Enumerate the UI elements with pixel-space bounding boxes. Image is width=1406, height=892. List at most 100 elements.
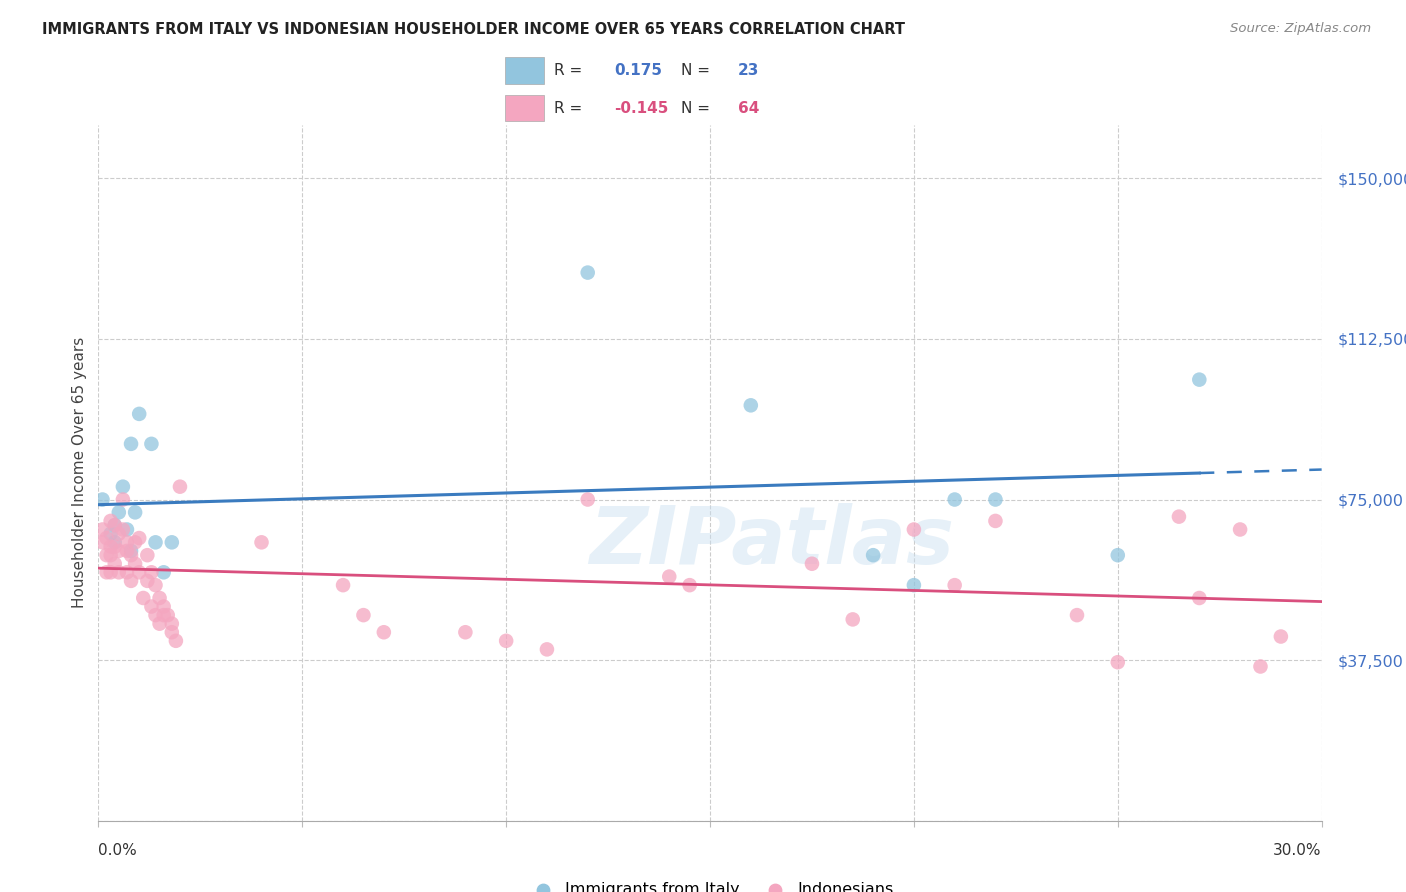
Y-axis label: Householder Income Over 65 years: Householder Income Over 65 years xyxy=(72,337,87,608)
Point xyxy=(100,548,122,562)
Point xyxy=(115,544,138,558)
Point xyxy=(136,548,159,562)
Point xyxy=(1167,509,1189,524)
Point xyxy=(141,566,163,580)
Point xyxy=(91,535,114,549)
Point xyxy=(100,526,122,541)
Point xyxy=(943,492,966,507)
Point xyxy=(111,480,134,494)
Text: R =: R = xyxy=(554,62,586,78)
Point xyxy=(165,633,187,648)
Point xyxy=(124,535,146,549)
Point xyxy=(108,566,131,580)
Point xyxy=(152,608,174,623)
Point xyxy=(943,578,966,592)
Point xyxy=(96,548,118,562)
Point xyxy=(160,625,183,640)
Point xyxy=(352,608,374,623)
Point xyxy=(120,548,142,562)
Point xyxy=(536,642,558,657)
Point xyxy=(115,566,138,580)
Point xyxy=(100,540,122,554)
Point xyxy=(984,514,1007,528)
Point xyxy=(111,523,134,537)
Point xyxy=(373,625,395,640)
Point xyxy=(141,599,163,614)
Text: 0.0%: 0.0% xyxy=(98,843,138,858)
Point xyxy=(149,616,172,631)
Point xyxy=(145,578,167,592)
Point xyxy=(104,535,127,549)
Point xyxy=(1229,523,1251,537)
Point xyxy=(96,531,118,545)
Text: N =: N = xyxy=(681,101,714,116)
Point xyxy=(108,505,131,519)
Point xyxy=(984,492,1007,507)
Point xyxy=(104,518,127,533)
Point xyxy=(1188,591,1211,605)
Point xyxy=(169,480,191,494)
Text: 30.0%: 30.0% xyxy=(1274,843,1322,858)
Point xyxy=(1270,630,1292,644)
Point xyxy=(862,548,884,562)
Point xyxy=(156,608,179,623)
Point xyxy=(100,566,122,580)
Point xyxy=(115,523,138,537)
Point xyxy=(903,523,925,537)
Point xyxy=(740,398,762,412)
Point xyxy=(136,574,159,588)
Point xyxy=(658,569,681,583)
Point xyxy=(1107,548,1129,562)
Point xyxy=(141,437,163,451)
Point xyxy=(115,535,138,549)
Point xyxy=(495,633,517,648)
Point xyxy=(100,514,122,528)
Point xyxy=(454,625,477,640)
Point xyxy=(152,599,174,614)
Text: R =: R = xyxy=(554,101,586,116)
Point xyxy=(124,505,146,519)
Text: N =: N = xyxy=(681,62,714,78)
Point xyxy=(160,535,183,549)
Legend: Immigrants from Italy, Indonesians: Immigrants from Italy, Indonesians xyxy=(520,875,900,892)
Point xyxy=(108,544,131,558)
Point xyxy=(1107,655,1129,669)
Point xyxy=(679,578,702,592)
Point xyxy=(1249,659,1271,673)
Point xyxy=(120,574,142,588)
FancyBboxPatch shape xyxy=(505,95,544,121)
Text: 23: 23 xyxy=(738,62,759,78)
Point xyxy=(96,566,118,580)
Text: -0.145: -0.145 xyxy=(614,101,668,116)
Text: 64: 64 xyxy=(738,101,759,116)
Point xyxy=(124,557,146,571)
Point xyxy=(91,492,114,507)
Text: 0.175: 0.175 xyxy=(614,62,662,78)
Point xyxy=(120,437,142,451)
Point xyxy=(104,557,127,571)
Point xyxy=(160,616,183,631)
FancyBboxPatch shape xyxy=(505,57,544,84)
Text: ZIPatlas: ZIPatlas xyxy=(589,503,953,582)
Point xyxy=(250,535,273,549)
Point xyxy=(91,523,114,537)
Point xyxy=(120,544,142,558)
Point xyxy=(903,578,925,592)
Text: IMMIGRANTS FROM ITALY VS INDONESIAN HOUSEHOLDER INCOME OVER 65 YEARS CORRELATION: IMMIGRANTS FROM ITALY VS INDONESIAN HOUS… xyxy=(42,22,905,37)
Point xyxy=(104,540,127,554)
Point xyxy=(149,591,172,605)
Point xyxy=(128,407,150,421)
Point xyxy=(145,535,167,549)
Point xyxy=(132,591,155,605)
Text: Source: ZipAtlas.com: Source: ZipAtlas.com xyxy=(1230,22,1371,36)
Point xyxy=(801,557,824,571)
Point xyxy=(152,566,174,580)
Point xyxy=(332,578,354,592)
Point xyxy=(128,531,150,545)
Point xyxy=(128,566,150,580)
Point xyxy=(1066,608,1088,623)
Point xyxy=(576,266,599,280)
Point xyxy=(145,608,167,623)
Point xyxy=(104,518,127,533)
Point xyxy=(111,492,134,507)
